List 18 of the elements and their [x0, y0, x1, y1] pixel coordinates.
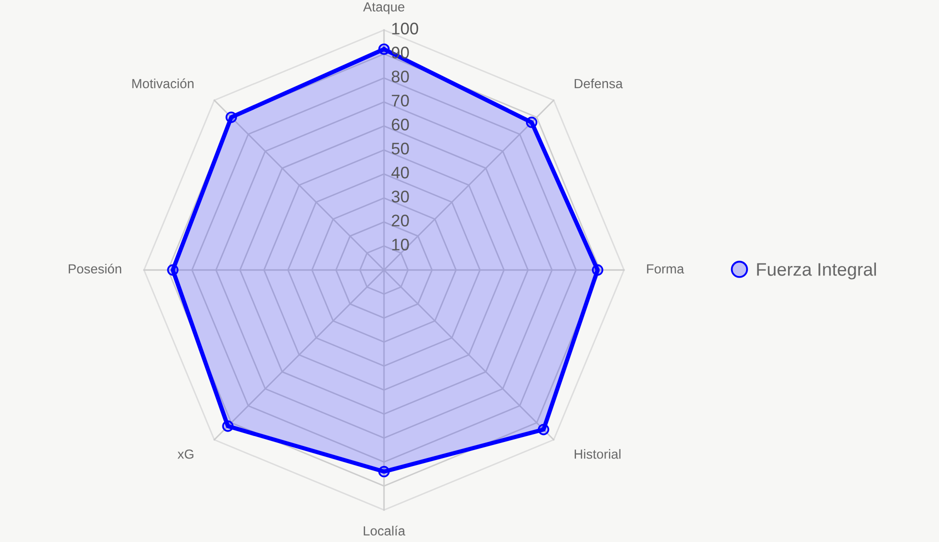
spoke-label: Ataque — [363, 2, 404, 14]
legend-label: Fuerza Integral — [757, 262, 876, 280]
spoke-label: Defensa — [574, 78, 623, 88]
spoke-label: Motivación — [132, 78, 194, 88]
y-tick-label: 40 — [391, 166, 409, 178]
spoke-label: Historial — [574, 449, 620, 459]
y-tick-label: 30 — [392, 190, 409, 202]
y-tick-label: 60 — [392, 118, 409, 130]
y-tick-label: 50 — [392, 142, 409, 154]
spoke-label: Posesión — [68, 264, 122, 274]
spoke-label: Localía — [364, 526, 406, 536]
y-tick-label: 20 — [392, 214, 409, 226]
y-tick-label: 10 — [392, 238, 409, 250]
y-tick-label: 100 — [392, 22, 418, 34]
y-tick-label: 80 — [392, 70, 409, 82]
y-tick-label: 70 — [392, 94, 409, 106]
spoke-label: Forma — [647, 264, 684, 274]
spoke-label: xG — [178, 449, 194, 459]
